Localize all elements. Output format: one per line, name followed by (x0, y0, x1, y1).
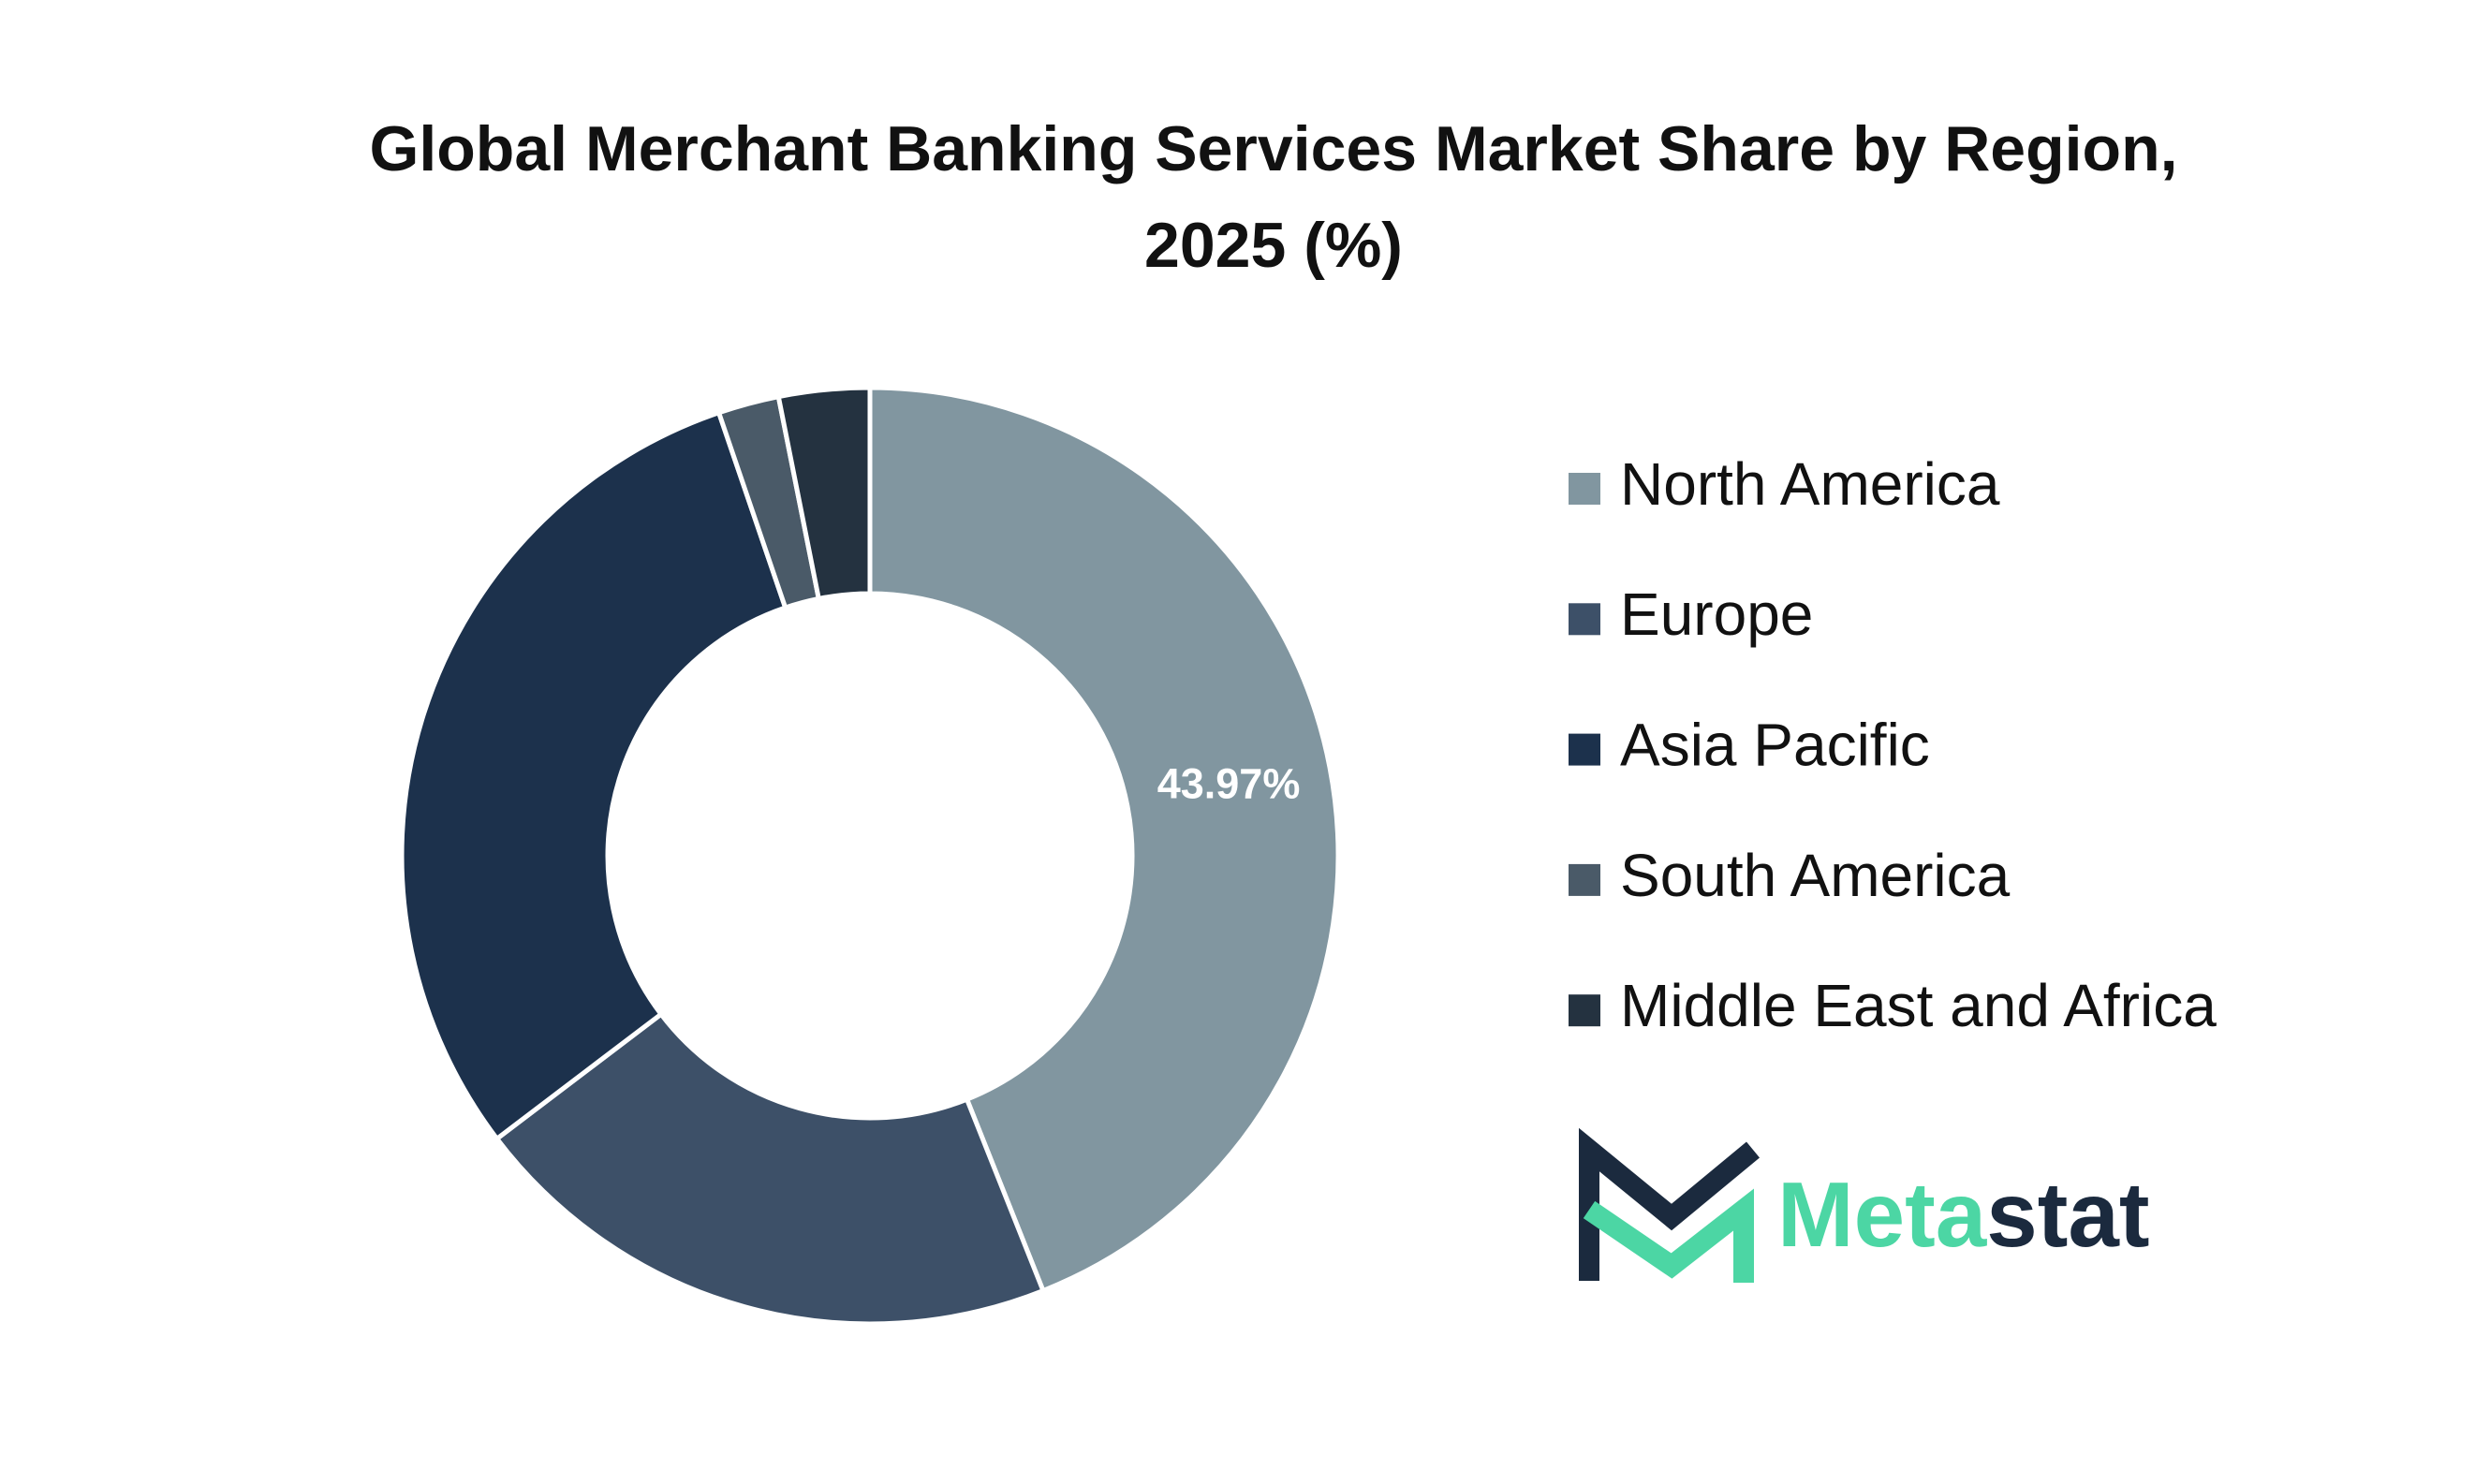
donut-slice (494, 1010, 1047, 1327)
logo-text: Metastat (1777, 1163, 2150, 1266)
chart-title: Global Merchant Banking Services Market … (369, 113, 2178, 281)
donut-slice (775, 385, 873, 602)
legend-label: South America (1620, 842, 2011, 909)
legend-swatch (1569, 863, 1600, 896)
logo-text-meta: Meta (1777, 1163, 1988, 1266)
donut-slice (867, 385, 1341, 1294)
legend-swatch (1569, 603, 1600, 636)
legend-swatch (1569, 473, 1600, 505)
logo-text-stat: stat (1986, 1163, 2149, 1266)
legend-label: Asia Pacific (1620, 712, 1930, 779)
logo: Metastat (1579, 1127, 2150, 1283)
logo-icon-green (1583, 1188, 1754, 1283)
data-label: 43.97% (1157, 759, 1301, 807)
legend-swatch (1569, 994, 1600, 1027)
legend-label: Middle East and Africa (1620, 972, 2217, 1039)
donut-slice (399, 409, 788, 1142)
legend-label: Europe (1620, 580, 1813, 648)
legend-label: North America (1620, 450, 2000, 518)
legend-swatch (1569, 733, 1600, 766)
